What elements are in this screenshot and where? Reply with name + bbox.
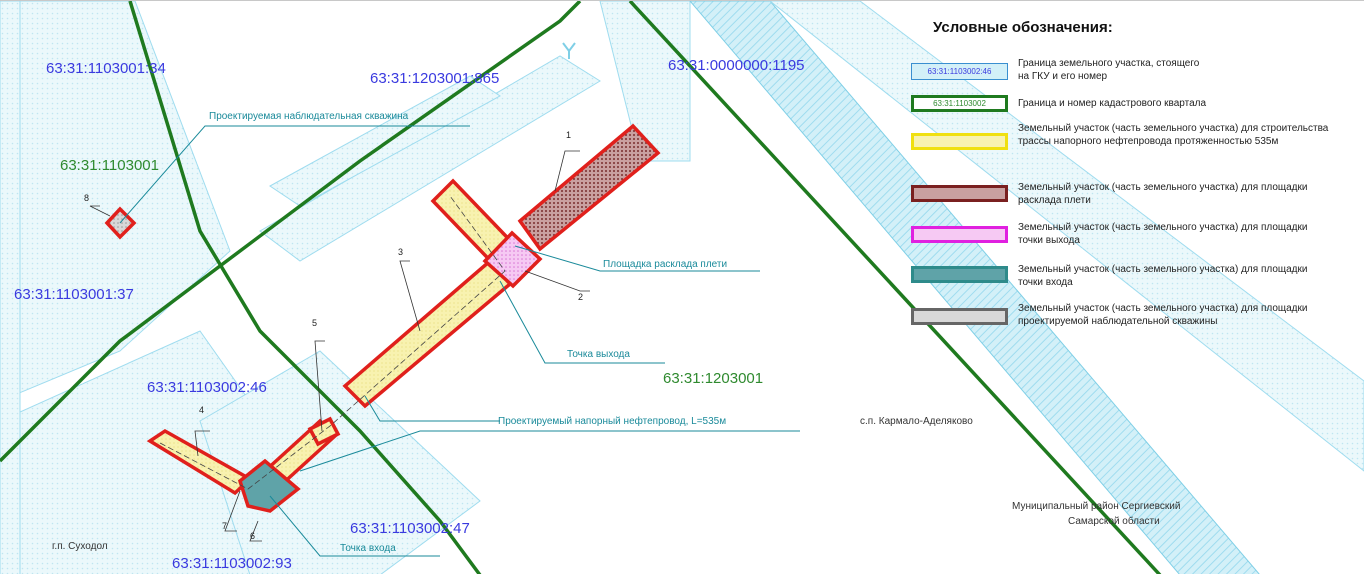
callout-pipeline: Проектируемый напорный нефтепровод, L=53… (498, 416, 727, 427)
number-label-8: 8 (84, 193, 90, 203)
number-label-3: 3 (398, 247, 404, 257)
parcel-label-4: 63:31:1103001:37 (14, 286, 134, 303)
parcel-label-1: 63:31:1103001:34 (46, 60, 166, 77)
district-line-1: Муниципальный район Сергиевский (1012, 501, 1181, 512)
parcel-road-left (0, 1, 21, 574)
number-label-4: 4 (199, 405, 205, 415)
number-label-5: 5 (312, 318, 318, 328)
legend-title: Условные обозначения: (933, 19, 1113, 36)
parcel-label-7: 63:31:1103002:93 (172, 555, 292, 572)
parcel-south (199, 350, 481, 574)
pipeline-axis (159, 195, 506, 490)
quarter-label-2: 63:31:1203001 (663, 370, 764, 387)
parcel-label-6: 63:31:1103002:47 (350, 520, 470, 537)
route-parcels (104, 123, 661, 513)
quarter-boundary-1 (128, 1, 482, 574)
callout-leaders (119, 125, 800, 557)
quarter-boundary-2 (0, 1, 582, 463)
legend-sample-well-platform (911, 308, 1008, 325)
legend-sample-parcel: 63:31:1103002:46 (911, 63, 1008, 80)
number-leaders (89, 150, 590, 542)
legend-sample-parcel-text: 63:31:1103002:46 (927, 67, 992, 76)
legend-sample-layout-platform (911, 185, 1008, 202)
platform-entry (237, 458, 301, 513)
legend-sample-exit-platform (911, 226, 1008, 243)
legend-sample-route (911, 133, 1008, 150)
legend-sample-quarter: 63:31:1103002 (911, 95, 1008, 112)
compass-mark (562, 42, 576, 59)
settlement-karmalo: с.п. Кармало-Аделяково (860, 416, 973, 427)
legend-text-well-platform: Земельный участок (часть земельного учас… (1018, 303, 1308, 327)
number-label-6: 6 (250, 531, 256, 541)
parcel-diagonal-band-2 (769, 1, 1364, 472)
settlement-sukhodol: г.п. Суходол (52, 541, 108, 552)
legend-text-exit-platform: Земельный участок (часть земельного учас… (1018, 222, 1308, 246)
quarter-label-1: 63:31:1103001 (60, 157, 159, 174)
callout-entry-point: Точка входа (340, 543, 396, 554)
callout-layout-platform: Площадка расклада плети (603, 259, 728, 270)
platform-exit (482, 230, 543, 289)
parcel-north-strip-2 (269, 75, 501, 207)
route-main (342, 258, 513, 409)
callout-well: Проектируемая наблюдательная скважина (209, 111, 409, 122)
legend-sample-quarter-text: 63:31:1103002 (933, 99, 986, 108)
legend-text-entry-platform: Земельный участок (часть земельного учас… (1018, 264, 1308, 288)
legend-text-route: Земельный участок (часть земельного учас… (1018, 123, 1329, 147)
legend-text-parcel: Граница земельного участка, стоящего на … (1018, 58, 1200, 82)
district-line-2: Самарской области (1068, 516, 1160, 527)
legend-sample-entry-platform (911, 266, 1008, 283)
callout-exit-point: Точка выхода (567, 349, 630, 360)
number-label-1: 1 (566, 130, 572, 140)
platform-layout (517, 123, 661, 252)
legend-text-layout-platform: Земельный участок (часть земельного учас… (1018, 182, 1308, 206)
quarter-boundary-3 (628, 1, 1162, 574)
quarter-boundaries (0, 1, 1162, 574)
parcel-label-3: 63:31:0000000:1195 (668, 57, 805, 74)
parcel-label-5: 63:31:1103002:46 (147, 379, 267, 396)
number-label-7: 7 (222, 521, 228, 531)
parcel-label-2: 63:31:1203001:865 (370, 70, 500, 87)
parcel-diagonal-band (689, 1, 1260, 574)
number-label-2: 2 (578, 292, 584, 302)
legend-text-quarter: Граница и номер кадастрового квартала (1018, 98, 1207, 109)
